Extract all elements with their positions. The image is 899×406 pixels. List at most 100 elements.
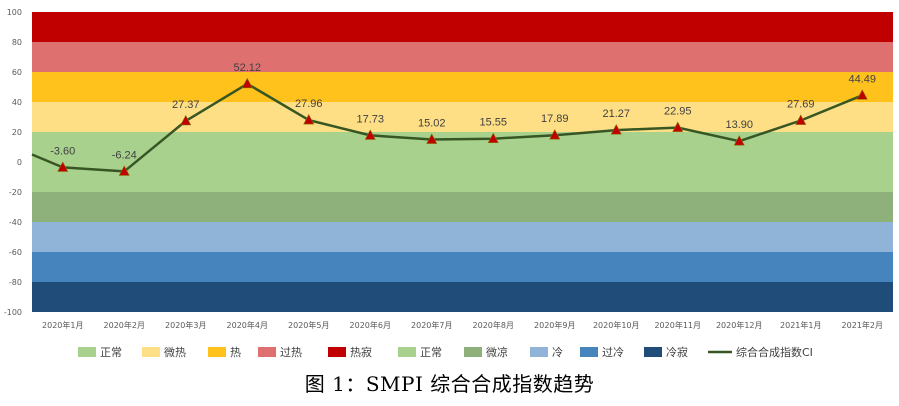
data-label: 17.73 — [356, 113, 384, 125]
data-point-marker — [57, 161, 69, 172]
x-tick-label: 2020年1月 — [42, 320, 83, 330]
band-4 — [32, 132, 893, 192]
x-tick-label: 2020年6月 — [350, 320, 391, 330]
x-tick-label: 2020年8月 — [473, 320, 514, 330]
legend-item: 正常 — [78, 346, 122, 359]
figure-caption: 图 1：SMPI 综合合成指数趋势 — [304, 372, 595, 396]
data-label: 27.37 — [172, 99, 200, 111]
marker-layer — [57, 77, 868, 176]
band-3 — [32, 102, 893, 132]
legend-swatch — [142, 347, 160, 357]
data-label: 22.95 — [664, 106, 692, 118]
legend-item: 综合合成指数CI — [708, 345, 813, 359]
x-tick-label: 2020年2月 — [104, 320, 145, 330]
y-tick-label: -100 — [4, 308, 22, 317]
data-point-marker — [180, 114, 192, 126]
data-label: 52.12 — [233, 62, 261, 74]
band-7 — [32, 252, 893, 282]
x-tick-label: 2020年7月 — [411, 320, 452, 330]
data-point-marker — [610, 124, 622, 135]
data-label: 27.69 — [787, 98, 815, 110]
legend-item: 冷 — [530, 346, 563, 359]
data-label: -3.60 — [50, 145, 75, 157]
band-5 — [32, 192, 893, 222]
x-tick-label: 2020年3月 — [165, 320, 206, 330]
legend-item: 过冷 — [580, 346, 624, 359]
data-point-marker — [672, 121, 684, 132]
legend-label: 综合合成指数CI — [736, 345, 813, 359]
legend-label: 冷 — [552, 346, 563, 359]
x-tick-label: 2021年1月 — [780, 320, 821, 330]
legend-label: 热寂 — [350, 345, 372, 359]
data-point-marker — [364, 129, 376, 140]
legend-item: 正常 — [398, 346, 442, 359]
y-tick-label: 80 — [12, 38, 22, 47]
data-point-marker — [118, 165, 130, 176]
x-tick-label: 2020年11月 — [654, 320, 701, 330]
data-point-marker — [733, 135, 745, 146]
data-point-marker — [549, 129, 561, 140]
x-tick-label: 2020年9月 — [534, 320, 575, 330]
legend-item: 微凉 — [464, 345, 508, 359]
legend-item: 微热 — [142, 345, 186, 359]
legend-swatch — [258, 347, 276, 357]
legend-label: 过冷 — [602, 346, 624, 359]
legend-label: 过热 — [280, 346, 302, 359]
legend-swatch — [328, 347, 346, 357]
y-tick-label: -80 — [9, 278, 22, 287]
legend: 正常 微热 热 过热 热寂 正常 微凉 冷 过冷 冷寂 综合合成指数CI — [78, 345, 813, 359]
y-tick-label: 40 — [12, 98, 22, 107]
x-tick-label: 2021年2月 — [842, 320, 883, 330]
legend-swatch — [530, 347, 548, 357]
band-6 — [32, 222, 893, 252]
data-label: 15.55 — [479, 117, 507, 129]
data-label: 13.90 — [725, 119, 753, 131]
legend-item: 冷寂 — [644, 345, 688, 359]
data-point-marker — [426, 133, 438, 144]
band-0 — [32, 12, 893, 42]
legend-swatch — [208, 347, 226, 357]
data-point-marker — [241, 77, 253, 89]
data-label: -6.24 — [112, 149, 137, 161]
data-label-layer: -3.60 -6.24 27.37 52.12 27.96 17.73 15.02 15.55… — [50, 62, 876, 162]
band-2 — [32, 72, 893, 102]
y-tick-label: 0 — [17, 158, 22, 167]
x-tick-label: 2020年10月 — [593, 320, 640, 330]
y-tick-label: -60 — [9, 248, 22, 257]
data-point-marker — [856, 89, 868, 100]
legend-label: 微热 — [164, 345, 186, 359]
y-tick-label: -20 — [9, 188, 22, 197]
band-layer — [32, 12, 893, 312]
y-tick-label: 100 — [7, 8, 22, 17]
legend-item: 过热 — [258, 346, 302, 359]
data-point-marker — [795, 114, 807, 125]
legend-label: 正常 — [100, 346, 122, 359]
data-label: 17.89 — [541, 113, 569, 125]
legend-label: 正常 — [420, 346, 442, 359]
data-point-marker — [303, 114, 315, 125]
data-label: 15.02 — [418, 117, 446, 129]
band-8 — [32, 282, 893, 312]
legend-swatch — [464, 347, 482, 357]
legend-label: 微凉 — [486, 345, 508, 359]
x-tick-label: 2020年12月 — [716, 320, 763, 330]
data-label: 21.27 — [602, 108, 630, 120]
x-tick-label: 2020年4月 — [227, 320, 268, 330]
legend-label: 热 — [230, 346, 241, 359]
legend-swatch — [78, 347, 96, 357]
legend-swatch — [644, 347, 662, 357]
legend-swatch — [398, 347, 416, 357]
y-tick-label: 60 — [12, 68, 22, 77]
x-axis-ticks: 2020年1月 2020年2月 2020年3月 2020年4月 2020年5月 2020年… — [42, 320, 883, 330]
legend-swatch — [580, 347, 598, 357]
data-label: 27.96 — [295, 98, 323, 110]
legend-item: 热寂 — [328, 345, 372, 359]
band-1 — [32, 42, 893, 72]
legend-item: 热 — [208, 346, 241, 359]
data-point-marker — [487, 132, 499, 144]
y-tick-label: -40 — [9, 218, 22, 227]
legend-label: 冷寂 — [666, 345, 688, 359]
y-axis-ticks: 100 80 60 40 20 0 -20 -40 -60 -80 -100 — [4, 8, 22, 317]
